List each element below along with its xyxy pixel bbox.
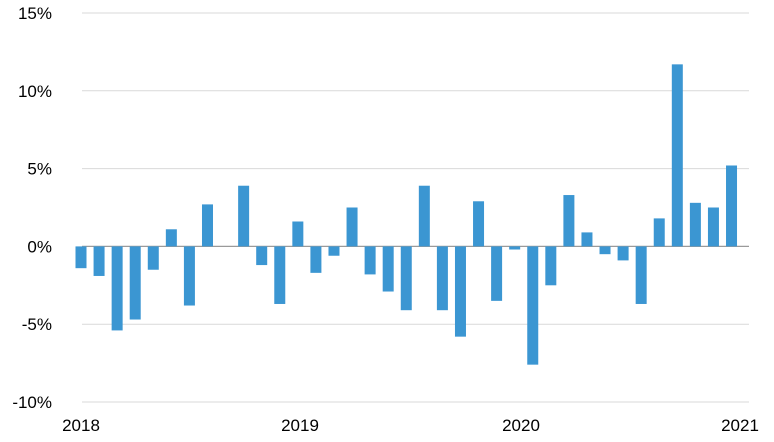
x-tick-label: 2018 [62,416,100,435]
bar [653,218,665,247]
y-tick-label: -5% [22,315,52,334]
bar [364,246,376,275]
x-axis-labels: 2018 2019 2020 2021 [62,416,759,435]
bar [93,246,105,276]
bar [473,201,485,247]
x-tick-label: 2020 [502,416,540,435]
y-tick-label: 5% [27,160,52,179]
bar [147,246,159,270]
x-tick-label: 2019 [281,416,319,435]
bar [689,202,701,247]
bars [75,64,738,365]
bar [509,246,521,250]
bar [238,185,250,247]
bar [75,246,87,269]
bar [328,246,340,256]
y-tick-label: 10% [18,82,52,101]
bar [183,246,195,306]
bar [292,221,304,247]
bar [599,246,611,255]
bar [545,246,557,286]
grid-lines [82,12,749,403]
bar [707,207,719,247]
bar [617,246,629,261]
bar [274,246,286,304]
bar [346,207,358,247]
bar [201,204,213,247]
bar [671,64,683,247]
x-tick-label: 2021 [721,416,759,435]
bar [165,229,177,247]
bar [581,232,593,247]
bar [635,246,647,304]
bar [436,246,448,311]
bar [310,246,322,273]
bar [563,195,575,247]
y-tick-label: 0% [27,237,52,256]
bar [418,185,430,247]
bar [129,246,141,320]
y-tick-label: 15% [18,4,52,23]
y-tick-label: -10% [12,393,52,412]
bar [382,246,394,292]
y-axis-labels: 15% 10% 5% 0% -5% -10% [12,4,52,412]
bar [726,165,738,247]
bar [491,246,503,301]
bar [527,246,539,365]
bar [111,246,123,331]
bar [400,246,412,311]
bar [256,246,268,266]
bar [454,246,466,337]
